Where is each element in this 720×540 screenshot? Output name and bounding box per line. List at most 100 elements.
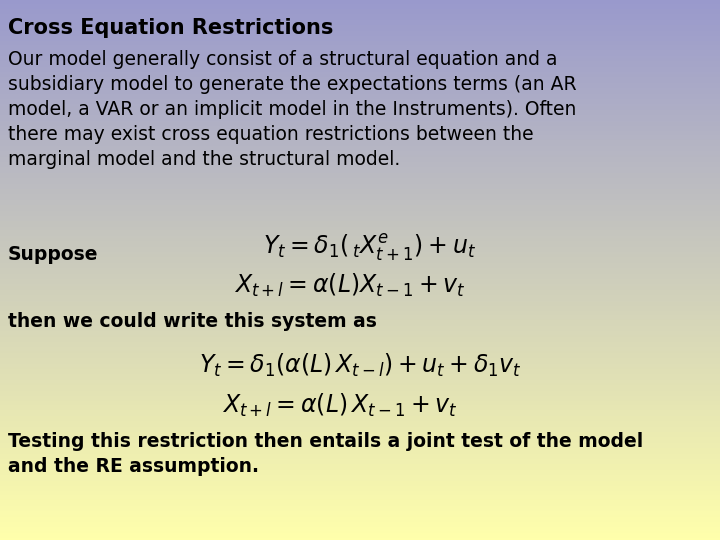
Bar bbox=[0, 466, 720, 468]
Bar bbox=[0, 420, 720, 421]
Bar bbox=[0, 120, 720, 123]
Bar bbox=[0, 390, 720, 393]
Bar bbox=[0, 403, 720, 405]
Bar bbox=[0, 184, 720, 185]
Bar bbox=[0, 49, 720, 50]
Bar bbox=[0, 463, 720, 464]
Bar bbox=[0, 135, 720, 137]
Bar bbox=[0, 263, 720, 265]
Bar bbox=[0, 113, 720, 115]
Bar bbox=[0, 274, 720, 275]
Bar bbox=[0, 243, 720, 245]
Bar bbox=[0, 382, 720, 383]
Bar bbox=[0, 5, 720, 7]
Bar bbox=[0, 265, 720, 266]
Bar bbox=[0, 409, 720, 410]
Bar bbox=[0, 282, 720, 285]
Bar bbox=[0, 200, 720, 201]
Bar bbox=[0, 423, 720, 425]
Bar bbox=[0, 4, 720, 5]
Bar bbox=[0, 11, 720, 12]
Bar bbox=[0, 474, 720, 475]
Bar bbox=[0, 96, 720, 97]
Text: $X_{t+l} = \alpha(L)X_{t-1}+v_t$: $X_{t+l} = \alpha(L)X_{t-1}+v_t$ bbox=[234, 272, 466, 299]
Bar bbox=[0, 155, 720, 157]
Bar bbox=[0, 394, 720, 396]
Bar bbox=[0, 23, 720, 25]
Bar bbox=[0, 9, 720, 11]
Bar bbox=[0, 335, 720, 336]
Bar bbox=[0, 279, 720, 281]
Bar bbox=[0, 373, 720, 374]
Bar bbox=[0, 15, 720, 16]
Bar bbox=[0, 167, 720, 169]
Bar bbox=[0, 443, 720, 444]
Bar bbox=[0, 250, 720, 252]
Bar bbox=[0, 117, 720, 119]
Bar bbox=[0, 106, 720, 108]
Bar bbox=[0, 126, 720, 128]
Bar bbox=[0, 509, 720, 511]
Bar bbox=[0, 209, 720, 211]
Bar bbox=[0, 482, 720, 484]
Bar bbox=[0, 457, 720, 459]
Bar bbox=[0, 517, 720, 518]
Bar bbox=[0, 275, 720, 277]
Bar bbox=[0, 396, 720, 398]
Bar bbox=[0, 515, 720, 517]
Bar bbox=[0, 529, 720, 531]
Bar bbox=[0, 93, 720, 96]
Bar bbox=[0, 448, 720, 450]
Bar bbox=[0, 115, 720, 117]
Bar bbox=[0, 378, 720, 380]
Bar bbox=[0, 306, 720, 308]
Bar bbox=[0, 432, 720, 434]
Bar bbox=[0, 61, 720, 63]
Bar bbox=[0, 218, 720, 220]
Bar bbox=[0, 393, 720, 394]
Bar bbox=[0, 297, 720, 299]
Bar bbox=[0, 400, 720, 401]
Bar bbox=[0, 427, 720, 428]
Bar bbox=[0, 416, 720, 417]
Bar bbox=[0, 477, 720, 479]
Bar bbox=[0, 59, 720, 61]
Bar bbox=[0, 238, 720, 239]
Bar bbox=[0, 103, 720, 104]
Bar bbox=[0, 79, 720, 81]
Bar bbox=[0, 2, 720, 4]
Bar bbox=[0, 201, 720, 204]
Bar bbox=[0, 535, 720, 536]
Bar bbox=[0, 347, 720, 349]
Bar bbox=[0, 261, 720, 263]
Bar bbox=[0, 198, 720, 200]
Bar bbox=[0, 214, 720, 216]
Bar bbox=[0, 513, 720, 515]
Bar bbox=[0, 430, 720, 432]
Bar bbox=[0, 56, 720, 58]
Bar bbox=[0, 69, 720, 70]
Bar bbox=[0, 313, 720, 315]
Bar bbox=[0, 490, 720, 491]
Bar bbox=[0, 104, 720, 106]
Bar bbox=[0, 277, 720, 279]
Bar bbox=[0, 319, 720, 320]
Bar bbox=[0, 401, 720, 403]
Bar bbox=[0, 351, 720, 353]
Bar bbox=[0, 258, 720, 259]
Bar bbox=[0, 360, 720, 362]
Bar bbox=[0, 54, 720, 56]
Bar bbox=[0, 355, 720, 356]
Bar bbox=[0, 461, 720, 463]
Bar bbox=[0, 471, 720, 474]
Bar bbox=[0, 162, 720, 164]
Bar bbox=[0, 398, 720, 400]
Bar bbox=[0, 182, 720, 184]
Bar bbox=[0, 366, 720, 367]
Bar bbox=[0, 450, 720, 452]
Bar bbox=[0, 241, 720, 243]
Bar bbox=[0, 247, 720, 248]
Bar bbox=[0, 236, 720, 238]
Bar bbox=[0, 356, 720, 358]
Bar bbox=[0, 34, 720, 36]
